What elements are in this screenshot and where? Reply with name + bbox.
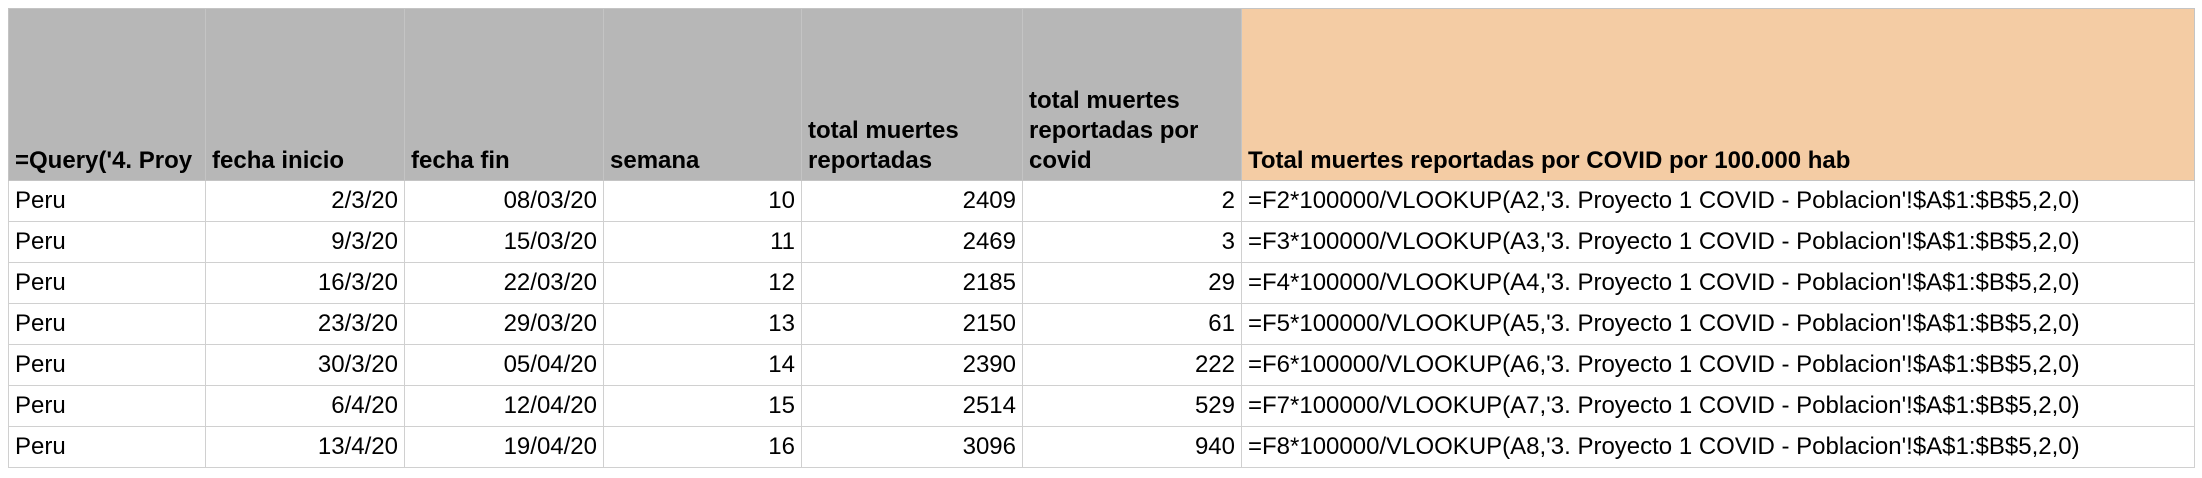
cell-fecha-fin[interactable]: 22/03/20 bbox=[404, 262, 604, 304]
cell-country[interactable]: Peru bbox=[8, 221, 206, 263]
cell-fecha-inicio[interactable]: 9/3/20 bbox=[205, 221, 405, 263]
cell-semana[interactable]: 14 bbox=[603, 344, 802, 386]
cell-formula[interactable]: =F8*100000/VLOOKUP(A8,'3. Proyecto 1 COV… bbox=[1241, 426, 2195, 468]
header-cell-a1[interactable]: =Query('4. Proy bbox=[8, 8, 206, 181]
cell-total-muertes[interactable]: 2409 bbox=[801, 180, 1023, 222]
cell-country[interactable]: Peru bbox=[8, 262, 206, 304]
header-cell-total-muertes-covid[interactable]: total muertes reportadas por covid bbox=[1022, 8, 1242, 181]
cell-fecha-fin[interactable]: 15/03/20 bbox=[404, 221, 604, 263]
cell-formula[interactable]: =F5*100000/VLOOKUP(A5,'3. Proyecto 1 COV… bbox=[1241, 303, 2195, 345]
cell-fecha-fin[interactable]: 08/03/20 bbox=[404, 180, 604, 222]
cell-muertes-covid[interactable]: 29 bbox=[1022, 262, 1242, 304]
data-table: =Query('4. Proy fecha inicio fecha fin s… bbox=[8, 8, 2195, 468]
cell-fecha-inicio[interactable]: 13/4/20 bbox=[205, 426, 405, 468]
cell-country[interactable]: Peru bbox=[8, 303, 206, 345]
cell-semana[interactable]: 16 bbox=[603, 426, 802, 468]
cell-fecha-fin[interactable]: 19/04/20 bbox=[404, 426, 604, 468]
cell-fecha-fin[interactable]: 29/03/20 bbox=[404, 303, 604, 345]
table-row: Peru 30/3/20 05/04/20 14 2390 222 =F6*10… bbox=[8, 344, 2195, 386]
cell-total-muertes[interactable]: 2390 bbox=[801, 344, 1023, 386]
cell-formula[interactable]: =F6*100000/VLOOKUP(A6,'3. Proyecto 1 COV… bbox=[1241, 344, 2195, 386]
cell-muertes-covid[interactable]: 2 bbox=[1022, 180, 1242, 222]
cell-fecha-fin[interactable]: 05/04/20 bbox=[404, 344, 604, 386]
cell-formula[interactable]: =F3*100000/VLOOKUP(A3,'3. Proyecto 1 COV… bbox=[1241, 221, 2195, 263]
table-row: Peru 2/3/20 08/03/20 10 2409 2 =F2*10000… bbox=[8, 180, 2195, 222]
cell-formula[interactable]: =F2*100000/VLOOKUP(A2,'3. Proyecto 1 COV… bbox=[1241, 180, 2195, 222]
header-cell-fecha-fin[interactable]: fecha fin bbox=[404, 8, 604, 181]
header-cell-total-muertes[interactable]: total muertes reportadas bbox=[801, 8, 1023, 181]
cell-fecha-fin[interactable]: 12/04/20 bbox=[404, 385, 604, 427]
table-row: Peru 6/4/20 12/04/20 15 2514 529 =F7*100… bbox=[8, 385, 2195, 427]
table-row: Peru 9/3/20 15/03/20 11 2469 3 =F3*10000… bbox=[8, 221, 2195, 263]
spreadsheet-grid: =Query('4. Proy fecha inicio fecha fin s… bbox=[8, 8, 2195, 468]
cell-semana[interactable]: 12 bbox=[603, 262, 802, 304]
cell-country[interactable]: Peru bbox=[8, 426, 206, 468]
table-row: Peru 23/3/20 29/03/20 13 2150 61 =F5*100… bbox=[8, 303, 2195, 345]
cell-fecha-inicio[interactable]: 2/3/20 bbox=[205, 180, 405, 222]
header-row: =Query('4. Proy fecha inicio fecha fin s… bbox=[8, 8, 2195, 181]
cell-total-muertes[interactable]: 2185 bbox=[801, 262, 1023, 304]
cell-fecha-inicio[interactable]: 23/3/20 bbox=[205, 303, 405, 345]
cell-muertes-covid[interactable]: 61 bbox=[1022, 303, 1242, 345]
cell-muertes-covid[interactable]: 222 bbox=[1022, 344, 1242, 386]
table-row: Peru 16/3/20 22/03/20 12 2185 29 =F4*100… bbox=[8, 262, 2195, 304]
cell-country[interactable]: Peru bbox=[8, 344, 206, 386]
cell-total-muertes[interactable]: 2514 bbox=[801, 385, 1023, 427]
cell-muertes-covid[interactable]: 3 bbox=[1022, 221, 1242, 263]
cell-fecha-inicio[interactable]: 6/4/20 bbox=[205, 385, 405, 427]
cell-semana[interactable]: 10 bbox=[603, 180, 802, 222]
cell-total-muertes[interactable]: 2469 bbox=[801, 221, 1023, 263]
cell-fecha-inicio[interactable]: 30/3/20 bbox=[205, 344, 405, 386]
cell-total-muertes[interactable]: 3096 bbox=[801, 426, 1023, 468]
cell-fecha-inicio[interactable]: 16/3/20 bbox=[205, 262, 405, 304]
cell-country[interactable]: Peru bbox=[8, 180, 206, 222]
cell-semana[interactable]: 13 bbox=[603, 303, 802, 345]
table-row: Peru 13/4/20 19/04/20 16 3096 940 =F8*10… bbox=[8, 426, 2195, 468]
cell-country[interactable]: Peru bbox=[8, 385, 206, 427]
cell-total-muertes[interactable]: 2150 bbox=[801, 303, 1023, 345]
cell-semana[interactable]: 11 bbox=[603, 221, 802, 263]
cell-formula[interactable]: =F4*100000/VLOOKUP(A4,'3. Proyecto 1 COV… bbox=[1241, 262, 2195, 304]
header-cell-semana[interactable]: semana bbox=[603, 8, 802, 181]
cell-semana[interactable]: 15 bbox=[603, 385, 802, 427]
cell-muertes-covid[interactable]: 940 bbox=[1022, 426, 1242, 468]
cell-formula[interactable]: =F7*100000/VLOOKUP(A7,'3. Proyecto 1 COV… bbox=[1241, 385, 2195, 427]
cell-muertes-covid[interactable]: 529 bbox=[1022, 385, 1242, 427]
header-cell-fecha-inicio[interactable]: fecha inicio bbox=[205, 8, 405, 181]
header-cell-muertes-por-100000[interactable]: Total muertes reportadas por COVID por 1… bbox=[1241, 8, 2195, 181]
